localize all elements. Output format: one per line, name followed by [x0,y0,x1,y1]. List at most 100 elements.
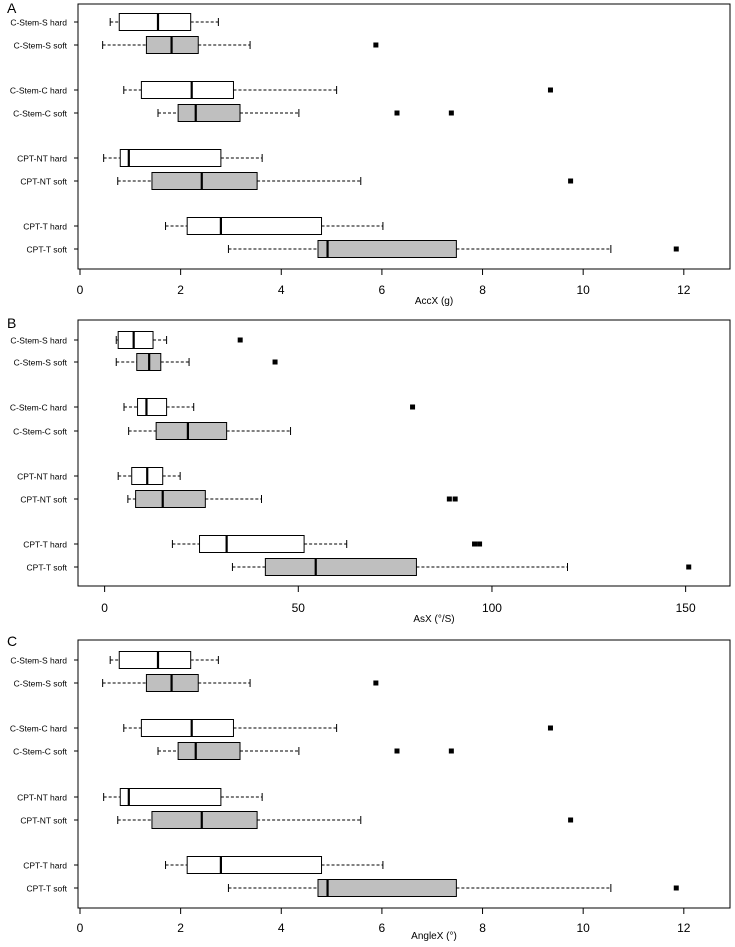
box-iqr [155,422,228,440]
x-axis-label: AngleX (°) [411,931,457,942]
box-group: C-Stem-C soft [13,742,454,760]
y-tick-label: CPT-T hard [23,540,67,550]
y-tick-label: C-Stem-S soft [14,358,68,368]
outlier-point [394,110,400,116]
x-tick-label: 10 [576,283,590,297]
box-iqr [264,558,417,576]
x-tick-label: 0 [101,601,108,615]
outlier-point [673,246,679,252]
box-group: CPT-NT hard [17,788,263,806]
plot-frame [77,3,731,270]
box-group: C-Stem-S soft [14,36,379,54]
outlier-point [568,817,574,823]
y-tick-label: CPT-NT soft [20,495,67,505]
outlier-point [373,680,379,686]
y-tick-label: CPT-T soft [27,245,68,255]
box-group: CPT-NT soft [20,490,458,508]
y-tick-label: C-Stem-C soft [13,109,67,119]
box-group: C-Stem-S soft [14,353,278,371]
x-tick-label: 0 [77,283,84,297]
y-tick-label: CPT-NT hard [17,154,67,164]
box-iqr [317,879,457,897]
box-group: C-Stem-S hard [10,13,219,31]
y-tick-label: C-Stem-S hard [10,656,67,666]
box-iqr [119,788,222,806]
x-tick-label: 0 [77,921,84,935]
outlier-point [477,541,483,547]
box-group: CPT-T soft [27,879,679,897]
panel-c: C 0 2 4 6 8 10 12 AngleX (°) C-Stem-S hard C-Stem-… [7,633,731,942]
box-iqr [140,81,234,99]
outlier-point [568,178,574,184]
outlier-point [448,748,454,754]
y-tick-label: C-Stem-S hard [10,336,67,346]
outlier-point [446,496,452,502]
outlier-point [547,87,553,93]
box-iqr [135,490,206,508]
y-tick-label: CPT-NT soft [20,177,67,187]
panel-label: B [7,315,16,331]
box-iqr [137,398,168,416]
box-group: CPT-T soft [27,240,679,258]
box-iqr [177,104,241,122]
outlier-point [448,110,454,116]
box-group: C-Stem-C hard [10,81,553,99]
y-tick-label: C-Stem-C hard [10,403,67,413]
outlier-point [472,541,478,547]
box-iqr [317,240,457,258]
box-group: CPT-T soft [27,558,692,576]
box-group: C-Stem-C soft [13,422,292,440]
outlier-point [452,496,458,502]
plot-frame [77,319,731,587]
x-tick-label: 4 [278,283,285,297]
y-tick-label: C-Stem-S soft [14,41,68,51]
x-axis-label: AsX (°/S) [413,614,454,625]
x-tick-label: 6 [379,283,386,297]
outlier-point [673,885,679,891]
y-tick-label: CPT-T hard [23,861,67,871]
box-group: CPT-T hard [23,856,384,874]
y-tick-label: C-Stem-C soft [13,427,67,437]
x-tick-label: 6 [379,921,386,935]
box-group: C-Stem-S hard [10,651,219,669]
outlier-point [547,725,553,731]
box-iqr [119,149,222,167]
box-group: C-Stem-C hard [10,719,553,737]
y-tick-label: CPT-NT hard [17,793,67,803]
y-tick-label: C-Stem-S soft [14,679,68,689]
outlier-point [686,564,692,570]
panel-a: A 0 2 4 6 8 10 12 AccX (g) C-Stem-S hard C-Stem-S … [7,0,731,307]
x-tick-label: 100 [482,601,502,615]
y-tick-label: CPT-NT hard [17,472,67,482]
y-tick-label: C-Stem-C hard [10,86,67,96]
box-iqr [118,651,192,669]
box-group: CPT-T hard [23,535,483,553]
box-group: CPT-NT soft [20,811,574,829]
box-group: C-Stem-S hard [10,331,243,349]
box-iqr [177,742,241,760]
box-iqr [199,535,305,553]
box-iqr [118,13,192,31]
box-group: CPT-NT soft [20,172,574,190]
outlier-point [410,404,416,410]
x-tick-label: 12 [677,283,691,297]
box-group: CPT-T hard [23,217,384,235]
y-tick-label: CPT-T soft [27,884,68,894]
y-tick-label: CPT-T hard [23,222,67,232]
plot-frame [77,639,731,909]
x-tick-label: 50 [292,601,306,615]
box-group: CPT-NT hard [17,467,181,485]
box-iqr [151,172,258,190]
outlier-point [373,42,379,48]
panel-label: A [7,0,17,16]
x-tick-label: 8 [479,921,486,935]
outlier-point [237,337,243,343]
box-group: C-Stem-S soft [14,674,379,692]
box-group: CPT-NT hard [17,149,263,167]
box-iqr [186,856,323,874]
y-tick-label: C-Stem-C hard [10,724,67,734]
outlier-point [394,748,400,754]
box-iqr [186,217,323,235]
x-tick-label: 4 [278,921,285,935]
box-iqr [151,811,258,829]
